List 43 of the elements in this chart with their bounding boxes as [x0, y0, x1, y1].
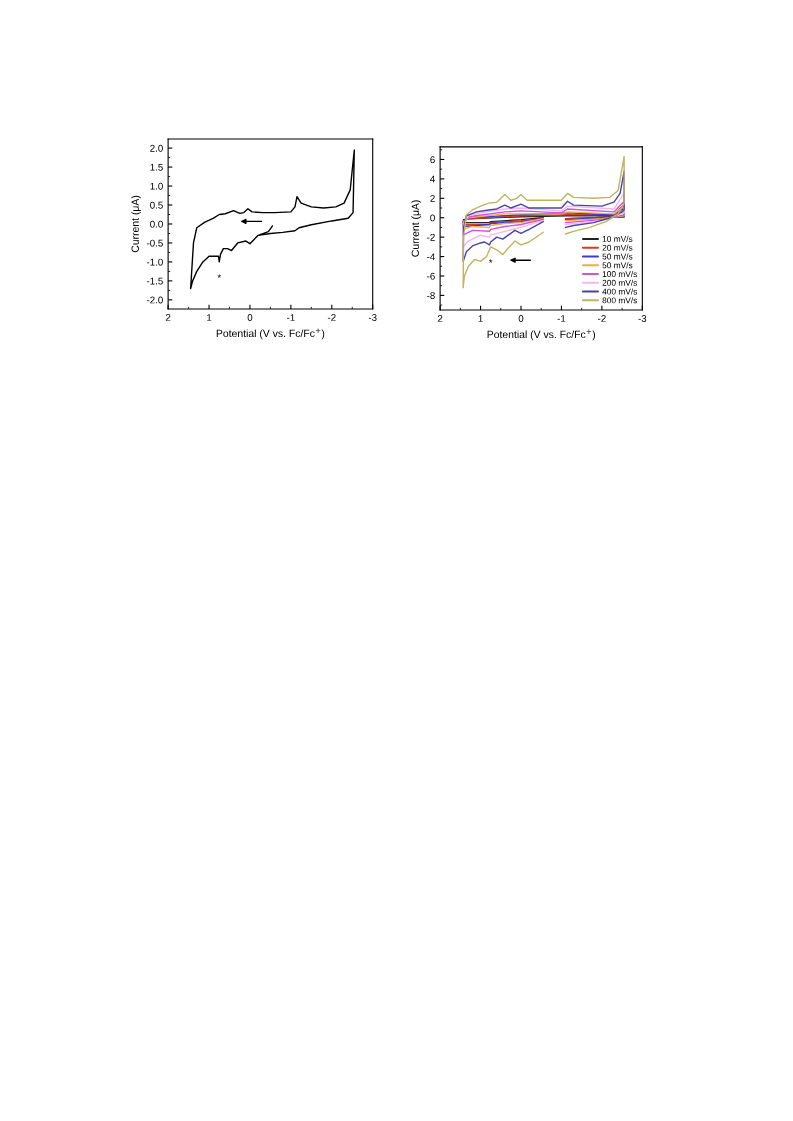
y-tick-label: -4: [427, 253, 435, 261]
legend-label: 100 mV/s: [602, 270, 638, 277]
legend-label: 10 mV/s: [602, 235, 633, 242]
y-axis-title: Current (μA): [131, 195, 141, 253]
y-tick-label: 4: [430, 175, 435, 183]
x-tick-label: 0: [247, 314, 253, 321]
x-tick-label: -1: [286, 314, 295, 321]
annotation: *: [488, 259, 493, 263]
annotation: *: [217, 274, 221, 278]
x-tick-label: -2: [598, 315, 606, 322]
legend-label: 200 mV/s: [602, 279, 638, 286]
x-tick-label: -2: [327, 314, 336, 321]
y-tick-label: -2.0: [146, 296, 163, 304]
y-tick-label: -2: [427, 233, 435, 241]
y-tick-label: 2: [430, 195, 435, 202]
legend-label: 50 mV/s: [602, 253, 633, 260]
y-tick-label: -1.5: [146, 277, 163, 285]
y-tick-label: 6: [430, 156, 435, 164]
x-axis-title: Potential (V vs. Fc/Fc$^{+}$): [216, 328, 325, 340]
x-tick-label: -1: [557, 315, 566, 322]
y-tick-label: -0.5: [146, 239, 163, 247]
x-tick-label: -3: [368, 314, 377, 321]
x-tick-label: 1: [478, 315, 483, 322]
x-tick-label: 2: [165, 314, 171, 321]
y-tick-label: 0.5: [150, 201, 163, 209]
legend-label: 400 mV/s: [602, 288, 638, 295]
legend-label: 20 mV/s: [602, 244, 633, 251]
x-tick-label: -3: [638, 315, 647, 322]
y-tick-label: -6: [427, 272, 435, 280]
y-tick-label: -8: [427, 292, 435, 300]
y-tick-label: -1.0: [146, 258, 163, 266]
x-tick-label: 2: [437, 315, 443, 322]
y-tick-label: 0.0: [150, 220, 163, 228]
x-axis-title: Potential (V vs. Fc/Fc$^{+}$): [487, 329, 596, 341]
legend-label: 800 mV/s: [602, 297, 638, 304]
x-tick-label: 0: [518, 315, 524, 322]
legend-label: 50 mV/s: [602, 262, 633, 269]
y-tick-label: 1.5: [150, 163, 163, 171]
x-tick-label: 1: [207, 314, 212, 321]
y-tick-label: 0: [430, 214, 435, 222]
y-axis-title: Current (μA): [411, 200, 422, 257]
y-tick-label: 1.0: [150, 182, 163, 190]
y-tick-label: 2.0: [150, 144, 163, 152]
